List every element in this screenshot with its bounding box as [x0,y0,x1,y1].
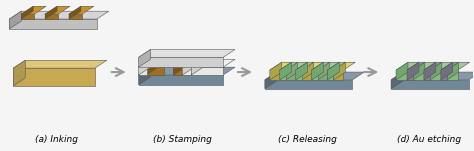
Polygon shape [447,62,470,70]
Polygon shape [318,70,328,80]
Polygon shape [138,59,151,75]
Polygon shape [173,59,185,75]
Polygon shape [270,62,292,70]
Polygon shape [280,62,292,80]
Polygon shape [265,72,364,80]
Polygon shape [318,62,339,70]
Polygon shape [45,14,58,19]
Polygon shape [21,14,34,19]
Polygon shape [413,70,424,80]
Polygon shape [265,80,352,89]
Polygon shape [69,14,82,19]
Polygon shape [280,62,298,70]
Polygon shape [13,60,25,86]
Polygon shape [9,11,109,19]
Polygon shape [447,70,458,80]
Polygon shape [430,70,441,80]
Polygon shape [441,70,447,80]
Polygon shape [182,59,194,75]
Polygon shape [280,70,286,80]
Polygon shape [45,6,70,14]
Polygon shape [424,70,430,80]
Polygon shape [333,62,346,80]
Polygon shape [182,59,203,67]
Polygon shape [21,6,33,19]
Polygon shape [265,72,277,89]
Polygon shape [424,62,436,80]
Polygon shape [391,72,403,89]
Polygon shape [296,70,301,80]
Polygon shape [138,57,223,67]
Polygon shape [191,59,235,67]
Polygon shape [328,70,333,80]
Polygon shape [69,6,81,19]
Polygon shape [21,6,46,14]
Polygon shape [424,62,442,70]
Polygon shape [413,62,436,70]
Polygon shape [296,62,308,80]
Polygon shape [173,67,191,75]
Polygon shape [286,62,308,70]
Polygon shape [270,70,280,80]
Polygon shape [391,80,469,89]
Polygon shape [182,67,191,75]
Text: (b) Stamping: (b) Stamping [153,135,212,144]
Polygon shape [333,70,343,80]
Polygon shape [286,62,298,80]
Polygon shape [311,70,318,80]
Polygon shape [441,62,459,70]
Polygon shape [447,62,459,80]
Polygon shape [9,19,97,29]
Polygon shape [407,62,425,70]
Polygon shape [301,62,323,70]
Polygon shape [333,62,356,70]
Polygon shape [296,62,313,70]
Polygon shape [286,70,296,80]
Polygon shape [138,67,151,85]
Polygon shape [138,50,151,67]
Polygon shape [13,60,107,68]
Polygon shape [191,59,203,75]
Polygon shape [173,59,203,67]
Polygon shape [13,68,95,86]
Polygon shape [146,59,158,75]
Polygon shape [45,6,57,19]
Polygon shape [328,62,339,80]
Polygon shape [138,59,158,67]
Polygon shape [311,62,323,80]
Polygon shape [430,62,442,80]
Polygon shape [69,6,94,14]
Polygon shape [396,62,419,70]
Polygon shape [301,62,313,80]
Polygon shape [407,62,419,80]
Polygon shape [311,62,329,70]
Polygon shape [441,62,453,80]
Polygon shape [318,62,329,80]
Polygon shape [138,75,223,85]
Polygon shape [138,50,235,57]
Text: (c) Releasing: (c) Releasing [278,135,337,144]
Polygon shape [328,62,346,70]
Polygon shape [396,70,407,80]
Text: (a) Inking: (a) Inking [35,135,78,144]
Polygon shape [413,62,425,80]
Polygon shape [301,70,311,80]
Polygon shape [407,70,413,80]
Polygon shape [191,67,223,75]
Polygon shape [391,72,474,80]
Polygon shape [9,11,21,29]
Polygon shape [138,67,146,75]
Polygon shape [146,59,176,67]
Polygon shape [430,62,453,70]
Polygon shape [396,62,408,80]
Polygon shape [270,62,282,80]
Text: (d) Au etching: (d) Au etching [397,135,461,144]
Polygon shape [138,67,235,75]
Polygon shape [146,67,164,75]
